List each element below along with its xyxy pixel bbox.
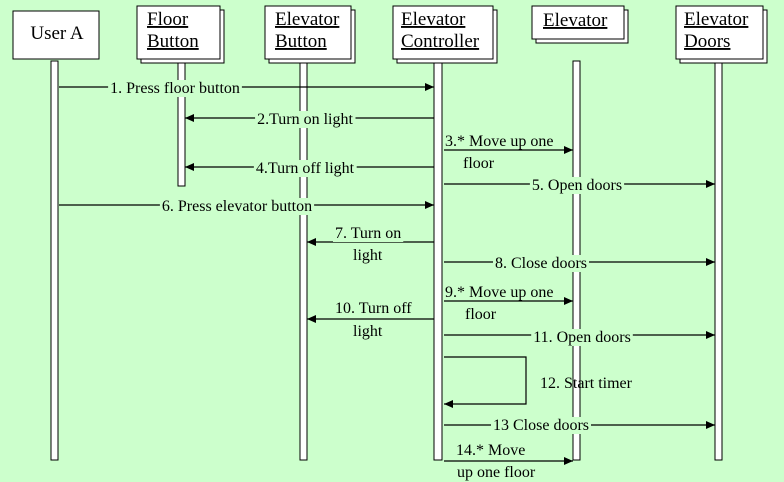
object-box: [531, 5, 625, 40]
message-3: 3.* Move up one floor: [444, 133, 573, 172]
message-label-background: [529, 177, 625, 194]
message-7: 7. Turn on light: [307, 225, 434, 264]
arrow-head-icon: [564, 146, 573, 154]
object-label: Controller: [401, 31, 480, 52]
message-label: 2.Turn on light: [257, 111, 353, 128]
message-label: 4.Turn off light: [256, 160, 355, 177]
lifeline-user: [50, 60, 59, 461]
arrow-head-icon: [706, 180, 715, 188]
object-label: Button: [147, 31, 199, 52]
object-box: [12, 10, 100, 60]
message-2: 2.Turn on light: [185, 111, 434, 128]
object-box: [392, 5, 494, 60]
arrow-head-icon: [307, 315, 316, 323]
message-8: 8. Close doors: [444, 255, 715, 272]
message-label-background: [159, 198, 315, 215]
message-13: 13 Close doors: [444, 417, 715, 434]
message-label-background: [531, 329, 633, 346]
arrow-head-icon: [425, 83, 434, 91]
arrow-head-icon: [307, 238, 316, 246]
message-1: 1. Press floor button: [59, 80, 434, 97]
object-label: Elevator: [401, 9, 466, 30]
object-label: Elevator: [275, 9, 340, 30]
message-label: 14.* Move: [456, 442, 525, 459]
message-label-background: [255, 111, 356, 128]
message-label: floor: [465, 306, 497, 323]
message-label-background: [108, 80, 242, 97]
message-9: 9.* Move up one floor: [444, 284, 573, 323]
message-label: 9.* Move up one: [445, 284, 553, 301]
object-label: Elevator: [684, 9, 749, 30]
object-box: [264, 5, 352, 60]
message-label: 13 Close doors: [493, 417, 589, 434]
object-box: [675, 5, 764, 60]
lifeline-elevator-controller: [433, 60, 443, 461]
object-label: Floor: [147, 9, 189, 30]
arrow-head-icon: [564, 457, 573, 465]
arrow-head-icon: [185, 114, 194, 122]
object-label: Elevator: [543, 10, 608, 31]
object-label: User A: [30, 23, 84, 44]
message-label-background: [491, 417, 591, 434]
message-label: light: [353, 323, 383, 340]
arrow-head-icon: [185, 163, 194, 171]
lifeline-elevator-doors: [714, 60, 723, 461]
message-label: up one floor: [457, 464, 536, 481]
message-label: 1. Press floor button: [110, 80, 240, 97]
message-label: 6. Press elevator button: [162, 198, 312, 215]
message-5: 5. Open doors: [444, 177, 715, 194]
message-label-background: [333, 300, 415, 317]
object-elevator: Elevator: [531, 5, 629, 44]
message-label: 12. Start timer: [540, 375, 633, 392]
message-14: 14.* Move up one floor: [444, 442, 573, 481]
arrow-head-icon: [706, 331, 715, 339]
message-label: 5. Open doors: [532, 177, 622, 194]
message-4: 4.Turn off light: [185, 160, 434, 177]
message-12: 12. Start timer: [444, 356, 633, 408]
message-label: 10. Turn off: [335, 300, 412, 317]
message-label: 7. Turn on: [335, 225, 401, 242]
message-11: 11. Open doors: [444, 329, 715, 346]
message-10: 10. Turn off light: [307, 300, 434, 340]
object-label: Doors: [684, 31, 730, 52]
message-label: 8. Close doors: [495, 255, 587, 272]
object-label: Button: [275, 31, 327, 52]
message-label: 3.* Move up one: [445, 133, 553, 150]
message-label: 11. Open doors: [533, 329, 631, 346]
arrow-head-icon: [706, 421, 715, 429]
arrow-head-icon: [444, 400, 453, 408]
message-label: light: [353, 247, 383, 264]
object-box: [136, 5, 221, 60]
message-label-background: [333, 225, 404, 242]
arrow-head-icon: [425, 201, 434, 209]
message-label: floor: [463, 155, 495, 172]
message-label-background: [253, 160, 357, 177]
message-label-background: [493, 255, 589, 272]
self-message-line: [444, 356, 527, 405]
message-6: 6. Press elevator button: [59, 198, 434, 215]
arrow-head-icon: [564, 297, 573, 305]
arrow-head-icon: [706, 258, 715, 266]
object-user: User A: [12, 10, 100, 60]
